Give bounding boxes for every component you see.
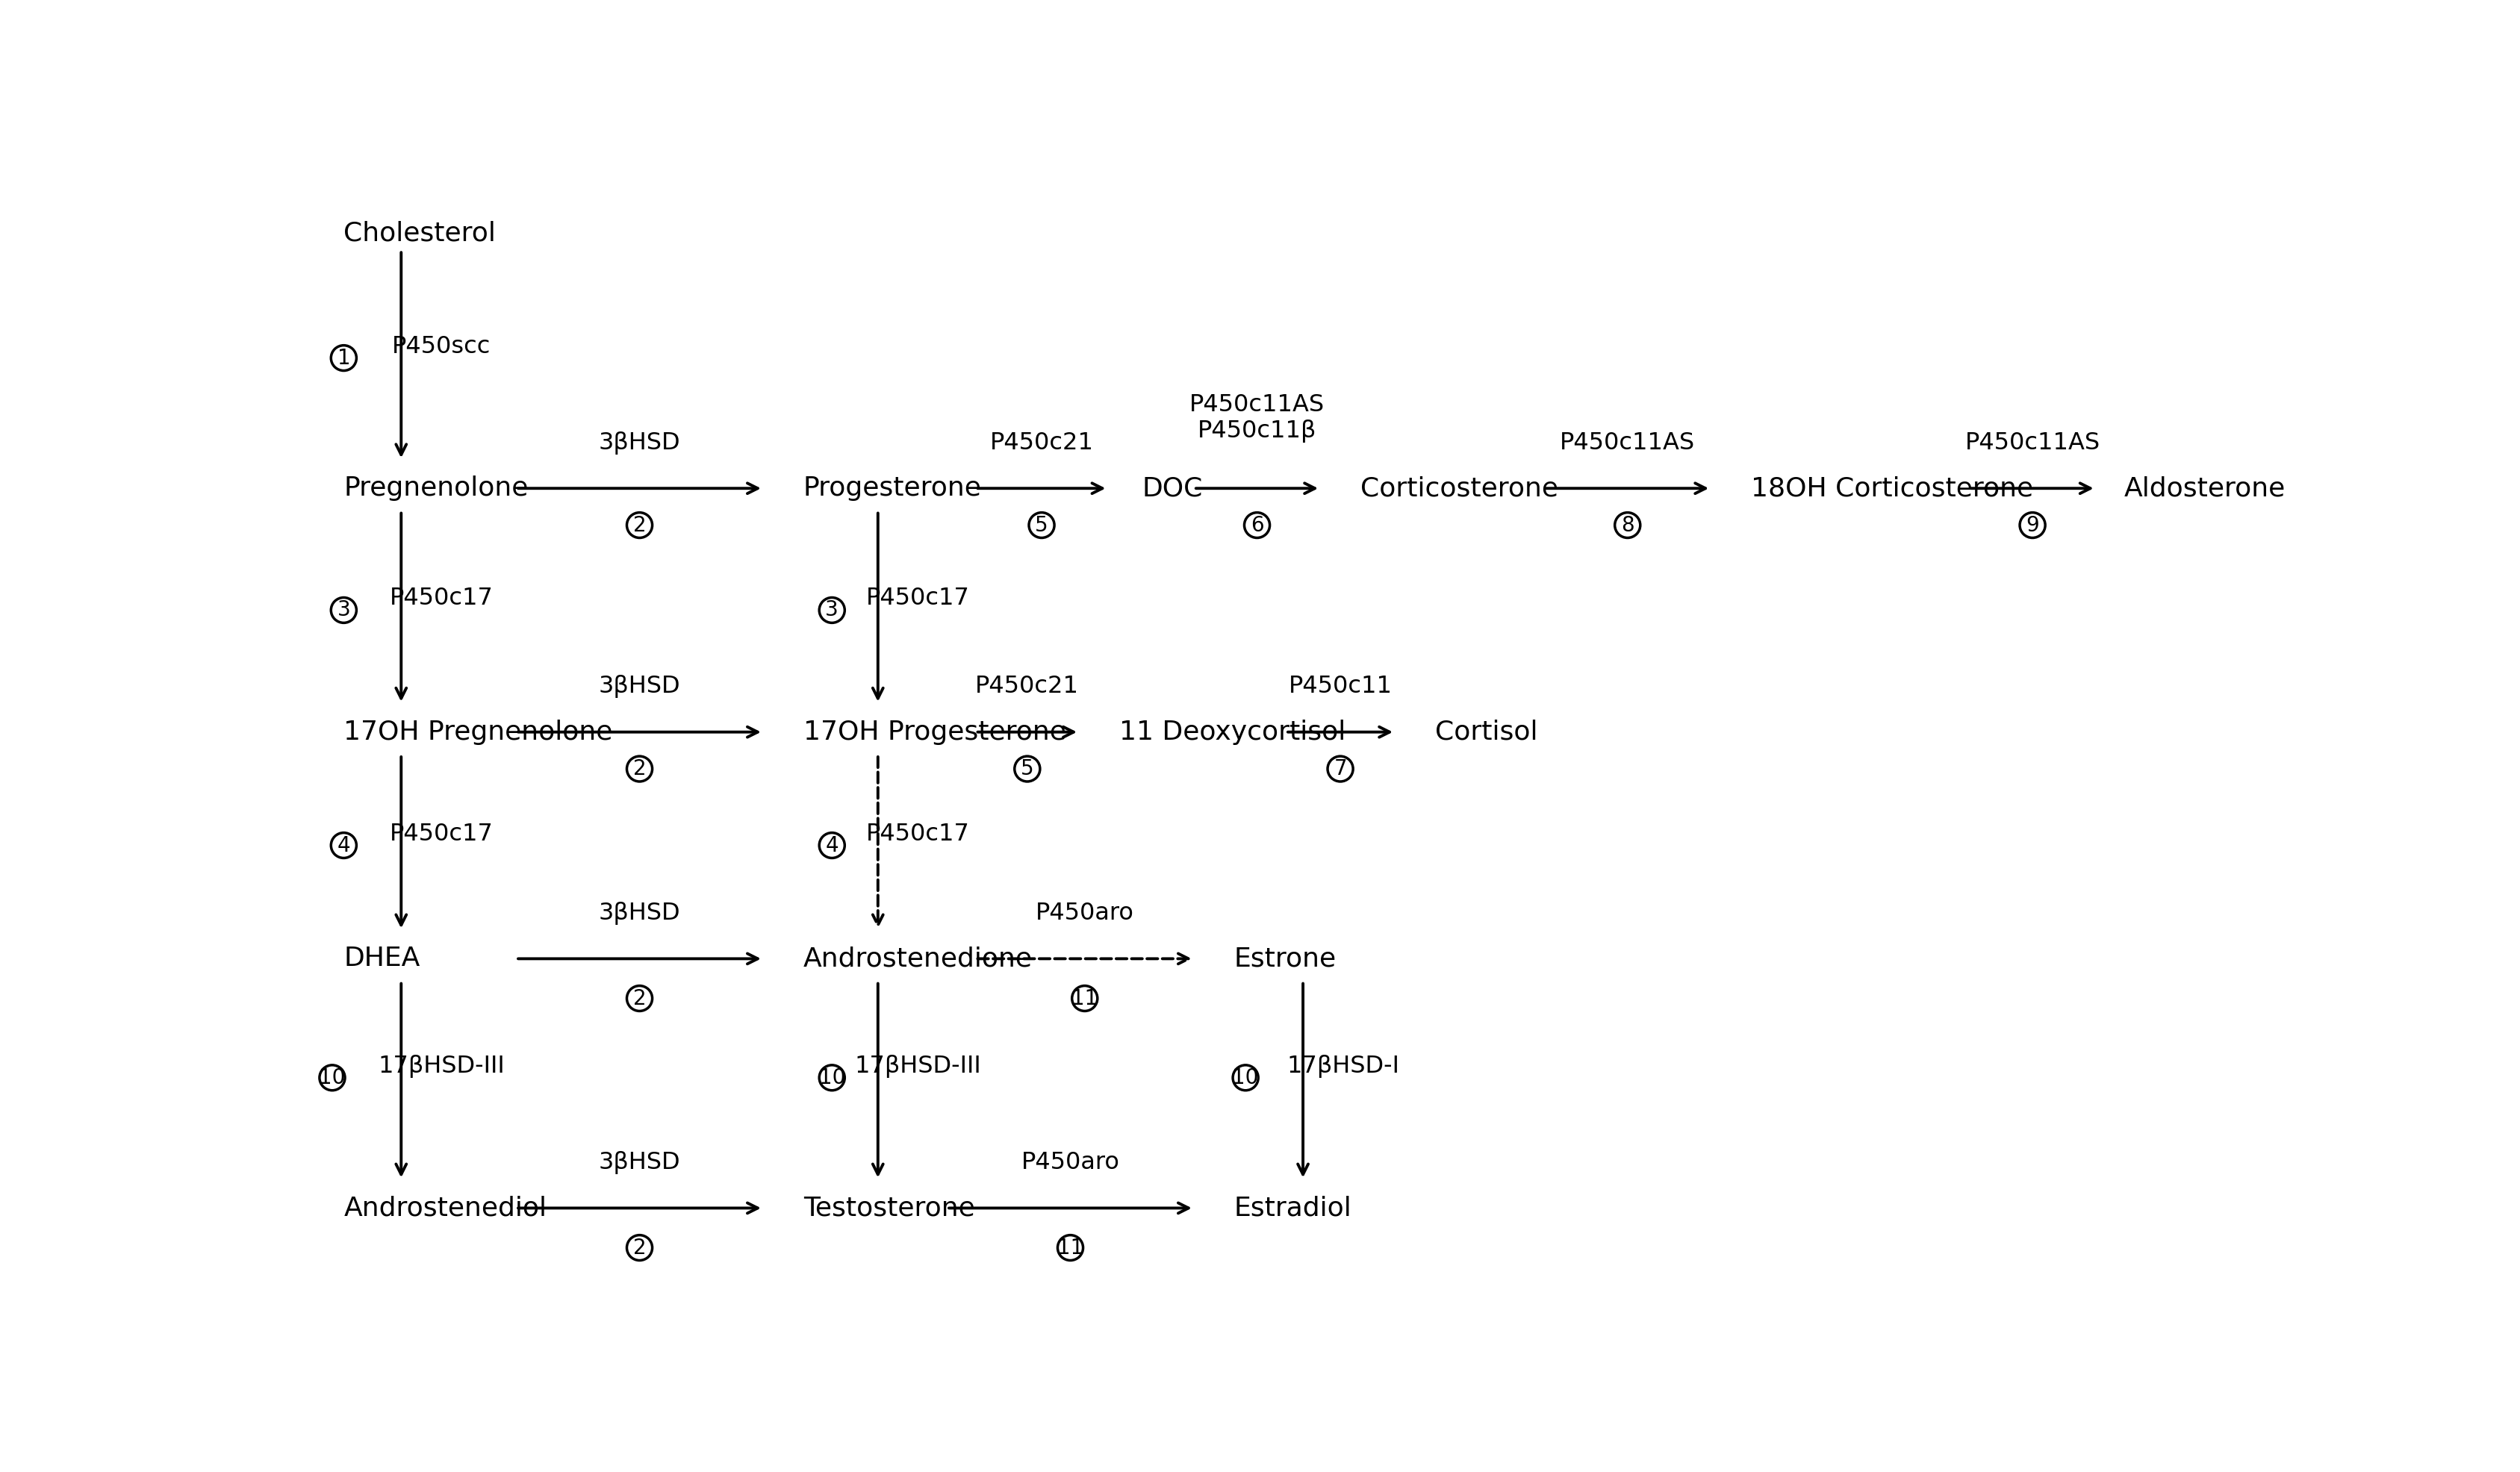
Ellipse shape [1615,512,1641,537]
Text: 17βHSD-III: 17βHSD-III [378,1054,504,1078]
Text: 9: 9 [2026,515,2039,536]
Text: 17βHSD-III: 17βHSD-III [854,1054,980,1078]
Text: 3βHSD: 3βHSD [600,1151,680,1175]
Ellipse shape [320,1066,345,1091]
Ellipse shape [627,986,653,1011]
Text: P450c11: P450c11 [1288,674,1391,698]
Ellipse shape [819,598,844,623]
Ellipse shape [330,598,355,623]
Text: Pregnenolone: Pregnenolone [343,475,529,500]
Text: Corticosterone: Corticosterone [1361,475,1557,500]
Text: Cholesterol: Cholesterol [343,221,496,246]
Text: 7: 7 [1333,758,1346,779]
Ellipse shape [1016,757,1041,782]
Text: Estradiol: Estradiol [1235,1195,1351,1220]
Text: 11 Deoxycortisol: 11 Deoxycortisol [1119,720,1346,745]
Ellipse shape [627,757,653,782]
Text: Androstenediol: Androstenediol [343,1195,547,1220]
Text: 2: 2 [633,758,645,779]
Ellipse shape [1058,1235,1084,1260]
Text: 6: 6 [1250,515,1263,536]
Text: Progesterone: Progesterone [804,475,983,500]
Text: 3: 3 [827,599,839,621]
Text: 4: 4 [827,835,839,855]
Text: 3βHSD: 3βHSD [600,674,680,698]
Ellipse shape [330,346,355,371]
Text: 4: 4 [338,835,350,855]
Text: 10: 10 [320,1067,345,1088]
Ellipse shape [1071,986,1096,1011]
Text: P450c17: P450c17 [867,587,970,611]
Text: 5: 5 [1021,758,1033,779]
Text: 2: 2 [633,515,645,536]
Text: P450c17: P450c17 [391,587,494,611]
Text: 10: 10 [819,1067,844,1088]
Ellipse shape [819,1066,844,1091]
Ellipse shape [819,833,844,858]
Text: 5: 5 [1036,515,1048,536]
Text: P450c17: P450c17 [867,823,970,845]
Text: 10: 10 [1232,1067,1260,1088]
Ellipse shape [1028,512,1053,537]
Text: P450c11AS
P450c11β: P450c11AS P450c11β [1189,393,1326,443]
Text: Aldosterone: Aldosterone [2124,475,2286,500]
Text: P450c11AS: P450c11AS [1966,431,2099,455]
Text: P450c21: P450c21 [975,674,1079,698]
Text: P450c21: P450c21 [990,431,1094,455]
Text: 3βHSD: 3βHSD [600,431,680,455]
Ellipse shape [1245,512,1270,537]
Ellipse shape [1328,757,1353,782]
Text: 2: 2 [633,988,645,1008]
Text: 2: 2 [633,1238,645,1259]
Text: Estrone: Estrone [1235,946,1336,972]
Text: 11: 11 [1071,988,1099,1008]
Text: 8: 8 [1620,515,1633,536]
Ellipse shape [627,1235,653,1260]
Text: DHEA: DHEA [343,946,421,972]
Text: P450c11AS: P450c11AS [1560,431,1696,455]
Text: P450c17: P450c17 [391,823,494,845]
Text: 11: 11 [1058,1238,1084,1259]
Text: P450aro: P450aro [1036,901,1134,924]
Text: 17OH Pregnenolone: 17OH Pregnenolone [343,720,612,745]
Text: 3: 3 [338,599,350,621]
Text: P450scc: P450scc [393,334,491,358]
Text: 17βHSD-I: 17βHSD-I [1288,1054,1399,1078]
Text: 18OH Corticosterone: 18OH Corticosterone [1751,475,2034,500]
Text: DOC: DOC [1142,475,1202,500]
Ellipse shape [2019,512,2046,537]
Text: Cortisol: Cortisol [1434,720,1537,745]
Text: P450aro: P450aro [1021,1151,1119,1175]
Ellipse shape [627,512,653,537]
Ellipse shape [330,833,355,858]
Text: 17OH Progesterone: 17OH Progesterone [804,720,1066,745]
Ellipse shape [1232,1066,1257,1091]
Text: Testosterone: Testosterone [804,1195,975,1220]
Text: 3βHSD: 3βHSD [600,901,680,924]
Text: 1: 1 [338,347,350,368]
Text: Androstenedione: Androstenedione [804,946,1033,972]
